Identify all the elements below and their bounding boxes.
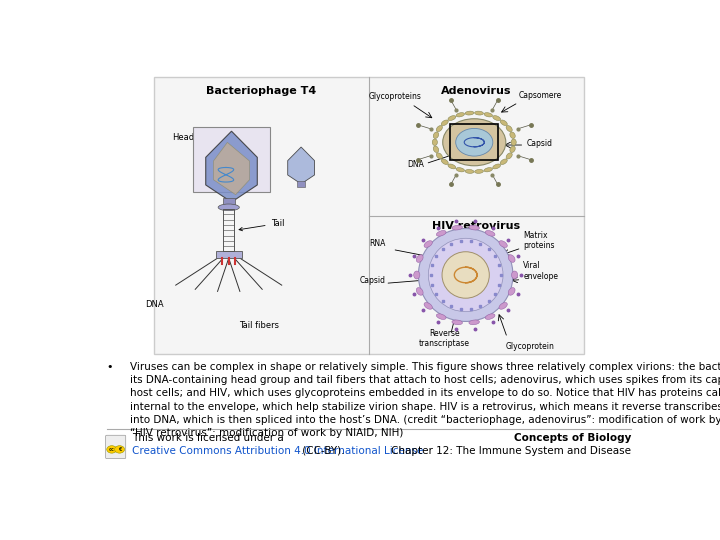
Polygon shape <box>206 131 257 202</box>
Ellipse shape <box>432 139 437 146</box>
Text: Tail fibers: Tail fibers <box>240 321 279 329</box>
Ellipse shape <box>418 228 513 321</box>
Text: Glycoprotein: Glycoprotein <box>506 342 554 351</box>
FancyBboxPatch shape <box>222 198 235 207</box>
Polygon shape <box>288 147 315 184</box>
FancyBboxPatch shape <box>106 435 126 458</box>
Text: Concepts of Biology: Concepts of Biology <box>514 433 631 443</box>
Text: Glycoproteins: Glycoproteins <box>369 92 422 101</box>
Text: Head: Head <box>172 133 207 147</box>
Ellipse shape <box>218 204 239 211</box>
FancyBboxPatch shape <box>154 77 584 354</box>
Text: HIV retrovirus: HIV retrovirus <box>432 220 521 231</box>
Text: (CC-BY).: (CC-BY). <box>300 446 345 456</box>
Text: Matrix
proteins: Matrix proteins <box>523 231 555 250</box>
Ellipse shape <box>456 113 464 117</box>
Text: Viruses can be complex in shape or relatively simple. This figure shows three re: Viruses can be complex in shape or relat… <box>130 362 720 438</box>
Ellipse shape <box>414 271 420 279</box>
Ellipse shape <box>441 120 449 125</box>
Ellipse shape <box>510 132 516 138</box>
Ellipse shape <box>492 116 500 120</box>
Text: DNA: DNA <box>407 160 424 169</box>
Ellipse shape <box>436 153 442 159</box>
Text: cc: cc <box>109 447 114 452</box>
Ellipse shape <box>485 231 495 236</box>
Text: RNA: RNA <box>369 239 385 248</box>
Ellipse shape <box>485 314 495 320</box>
Ellipse shape <box>448 164 456 169</box>
Ellipse shape <box>452 225 462 230</box>
FancyBboxPatch shape <box>216 252 241 258</box>
Ellipse shape <box>474 111 483 115</box>
Circle shape <box>107 446 117 453</box>
Ellipse shape <box>428 238 503 312</box>
Ellipse shape <box>436 126 442 132</box>
Ellipse shape <box>469 225 480 230</box>
Text: Reverse
transcriptase: Reverse transcriptase <box>419 329 470 348</box>
Ellipse shape <box>500 120 508 125</box>
Text: Capsid: Capsid <box>359 276 385 285</box>
Ellipse shape <box>511 271 518 279</box>
Text: Bacteriophage T4: Bacteriophage T4 <box>207 86 317 97</box>
Ellipse shape <box>433 132 438 138</box>
Text: Capsid: Capsid <box>526 139 552 148</box>
Text: •: • <box>107 362 113 372</box>
Circle shape <box>114 446 125 453</box>
Ellipse shape <box>500 159 508 165</box>
Ellipse shape <box>442 252 490 298</box>
Ellipse shape <box>499 241 508 247</box>
Ellipse shape <box>436 231 446 236</box>
Ellipse shape <box>424 241 432 247</box>
Ellipse shape <box>465 170 474 173</box>
Text: Capsomere: Capsomere <box>518 91 562 100</box>
Ellipse shape <box>492 164 500 169</box>
FancyBboxPatch shape <box>297 181 305 187</box>
Ellipse shape <box>511 139 516 146</box>
Ellipse shape <box>433 146 438 152</box>
Polygon shape <box>213 143 250 194</box>
Circle shape <box>443 119 506 166</box>
Ellipse shape <box>499 302 508 309</box>
FancyBboxPatch shape <box>193 127 270 192</box>
Ellipse shape <box>456 167 464 172</box>
Ellipse shape <box>441 159 449 165</box>
Ellipse shape <box>474 170 483 173</box>
Ellipse shape <box>506 126 512 132</box>
Ellipse shape <box>465 111 474 115</box>
Text: Creative Commons Attribution 4.0 International License: Creative Commons Attribution 4.0 Interna… <box>132 446 423 456</box>
Text: Chapter 12: The Immune System and Disease: Chapter 12: The Immune System and Diseas… <box>391 446 631 456</box>
Text: Tail: Tail <box>239 219 284 231</box>
Ellipse shape <box>508 288 515 295</box>
Ellipse shape <box>436 314 446 320</box>
Ellipse shape <box>508 255 515 262</box>
Text: €: € <box>118 447 121 452</box>
Text: Viral
envelope: Viral envelope <box>523 261 558 281</box>
Ellipse shape <box>484 167 492 172</box>
Text: DNA: DNA <box>145 300 163 309</box>
Ellipse shape <box>484 113 492 117</box>
Ellipse shape <box>510 146 516 152</box>
Ellipse shape <box>452 320 462 325</box>
Text: This work is licensed under a: This work is licensed under a <box>132 433 284 443</box>
Ellipse shape <box>469 320 480 325</box>
Ellipse shape <box>506 153 512 159</box>
Ellipse shape <box>416 288 423 295</box>
Ellipse shape <box>416 255 423 262</box>
Ellipse shape <box>448 116 456 120</box>
Ellipse shape <box>424 302 432 309</box>
Circle shape <box>456 129 492 156</box>
Text: Adenovirus: Adenovirus <box>441 86 512 97</box>
